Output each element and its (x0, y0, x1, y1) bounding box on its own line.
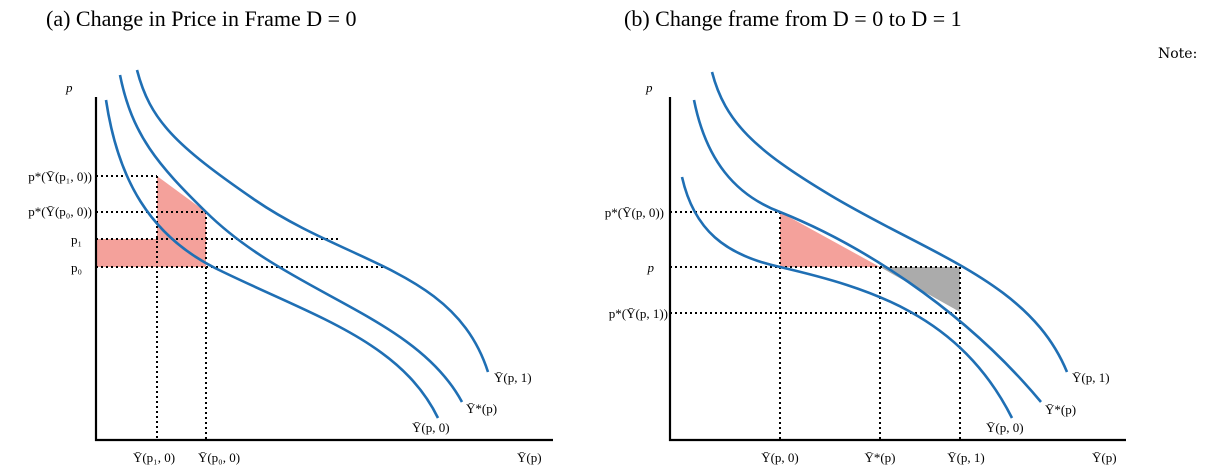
panel-a-y-tick-label: p₁ (71, 232, 82, 247)
panel-b-curve-y-p-0 (680, 176, 1014, 419)
panel-b-x-tick-label: Ȳ(p, 1) (947, 450, 985, 465)
panel-b-y-tick-label: p (647, 260, 655, 275)
panel-a-curve-label: Ȳ(p, 0) (412, 420, 450, 435)
panel-a-x-tick-label: Ȳ(p₁, 0) (133, 450, 175, 465)
panel-a: p Ȳ(p) p*(Ȳ(p₁, 0)) p*(Ȳ(p₀, 0)) p₁ p₀ Ȳ… (28, 69, 553, 465)
panel-a-y-axis-label: p (65, 80, 73, 95)
panel-b-curve-y-p-1 (710, 71, 1069, 373)
panel-a-curve-label: Ȳ(p, 1) (494, 370, 532, 385)
panel-b: p Ȳ(p) p*(Ȳ(p, 0)) p p*(Ȳ(p, 1)) Ȳ(p, 0)… (605, 71, 1126, 465)
panel-b-y-axis-label: p (645, 80, 653, 95)
panel-b-y-tick-label: p*(Ȳ(p, 1)) (609, 306, 668, 321)
panel-b-curve-label: Ȳ(p, 1) (1072, 370, 1110, 385)
panel-a-y-tick-label: p*(Ȳ(p₁, 0)) (28, 169, 92, 184)
panel-b-x-tick-label: Ȳ*(p) (864, 450, 895, 465)
panel-b-pink-triangle (780, 212, 880, 267)
panel-b-curve-label: Ȳ(p, 0) (986, 420, 1024, 435)
panel-b-curve-y-star (692, 99, 1042, 403)
panel-b-curve-label: Ȳ*(p) (1045, 402, 1076, 417)
panel-a-y-tick-label: p*(Ȳ(p₀, 0)) (28, 204, 92, 219)
panel-a-x-tick-label: Ȳ(p₀, 0) (198, 450, 240, 465)
panel-a-title: (a) Change in Price in Frame D = 0 (46, 6, 357, 31)
panel-b-title: (b) Change frame from D = 0 to D = 1 (624, 6, 962, 31)
panel-b-x-axis-label: Ȳ(p) (1092, 450, 1117, 465)
panel-a-curve-y-star (118, 74, 464, 403)
panel-a-curve-label: Ȳ*(p) (466, 401, 497, 416)
panel-a-curve-y-p-0 (104, 99, 440, 419)
panel-a-pink-triangle (157, 176, 206, 212)
panel-b-x-tick-label: Ȳ(p, 0) (761, 450, 799, 465)
panel-a-curve-y-p-1 (135, 69, 490, 373)
note-label: Note: (1158, 46, 1198, 62)
panel-b-y-tick-label: p*(Ȳ(p, 0)) (605, 205, 664, 220)
panel-a-y-tick-label: p₀ (71, 260, 82, 275)
panel-a-x-axis-label: Ȳ(p) (517, 450, 542, 465)
